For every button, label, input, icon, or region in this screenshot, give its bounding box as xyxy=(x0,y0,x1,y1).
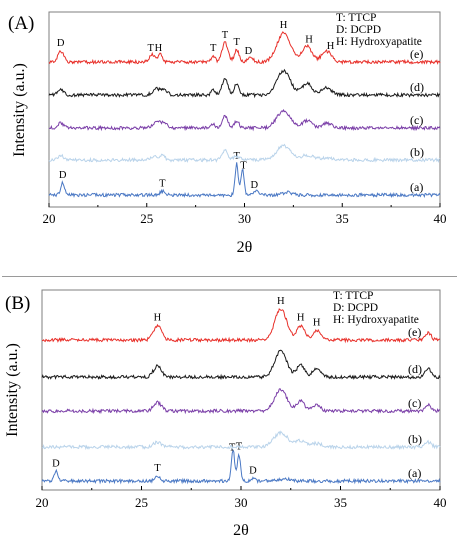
peak-label: D xyxy=(249,466,257,477)
panel-b: (B) 20 25 30 35 40 2θ Intensity (a.u.) T: TTCPD:… xyxy=(4,289,447,539)
peak-label: T xyxy=(233,37,240,48)
series-label: (c) xyxy=(410,113,423,127)
series-label: (b) xyxy=(410,145,424,159)
x-tick-label: 40 xyxy=(434,495,447,510)
peak-label: H xyxy=(155,43,163,54)
legend-entry: T: TTCP xyxy=(333,290,373,302)
x-tick-label: 20 xyxy=(43,211,56,226)
peak-label: H xyxy=(280,20,288,31)
x-tick-label: 25 xyxy=(135,495,148,510)
x-axis-title: 2θ xyxy=(237,239,253,256)
peak-label: T xyxy=(147,43,154,54)
peak-label: D xyxy=(59,170,67,181)
peak-label: D xyxy=(245,46,253,57)
panel-a: (A) 20 25 30 35 40 2θ Intensity (a.u.) T: TTCPD:… xyxy=(8,11,447,256)
legend-entry: H: Hydroxyapatite xyxy=(333,314,419,326)
panel-label: (A) xyxy=(8,13,34,34)
legend-entry: D: DCPD xyxy=(336,24,381,36)
x-tick-label: 30 xyxy=(238,211,251,226)
x-axis-title: 2θ xyxy=(233,522,249,539)
series-line-a xyxy=(41,449,441,485)
legend-entry: T: TTCP xyxy=(336,12,376,24)
series-label: (e) xyxy=(408,325,421,339)
x-tick-label: 35 xyxy=(336,211,349,226)
peak-label: H xyxy=(297,312,305,323)
y-axis-title: Intensity (a.u.) xyxy=(11,63,28,157)
peak-label: H xyxy=(277,296,285,307)
legend-entry: D: DCPD xyxy=(333,302,378,314)
x-tick-label: 20 xyxy=(36,495,49,510)
series-line-d xyxy=(41,349,441,381)
peak-label: D xyxy=(52,458,60,469)
series-label: (a) xyxy=(408,466,421,480)
peak-label: T xyxy=(222,30,229,41)
series-line-a xyxy=(48,162,441,199)
series-line-b xyxy=(41,430,441,451)
series-line-e xyxy=(41,308,441,344)
x-tick-label: 35 xyxy=(334,495,347,510)
y-axis-title: Intensity (a.u.) xyxy=(4,343,21,437)
series-line-d xyxy=(48,68,441,99)
series-line-b xyxy=(48,143,441,164)
series-label: (d) xyxy=(410,80,424,94)
peak-label: T xyxy=(210,43,217,54)
peak-label: D xyxy=(57,38,65,49)
peak-label: H xyxy=(313,317,321,328)
peak-label: T xyxy=(240,160,247,171)
peak-label: H xyxy=(154,313,162,324)
peak-label: T xyxy=(159,178,166,189)
series-label: (c) xyxy=(408,396,421,410)
peak-label: H xyxy=(305,35,313,46)
x-tick-label: 25 xyxy=(140,211,153,226)
series-line-c xyxy=(41,387,441,415)
series-line-e xyxy=(48,31,441,66)
series-label: (b) xyxy=(408,432,422,446)
x-tick-label: 30 xyxy=(235,495,248,510)
panel-label: (B) xyxy=(5,293,30,314)
legend-entry: H: Hydroxyapatite xyxy=(336,36,422,48)
x-tick-label: 40 xyxy=(434,211,447,226)
series-label: (e) xyxy=(410,47,423,61)
series-label: (d) xyxy=(408,362,422,376)
series-line-c xyxy=(48,108,441,132)
peak-label: T xyxy=(154,463,161,474)
panel-separator-line xyxy=(2,276,457,277)
peak-label: D xyxy=(250,180,258,191)
peak-label: H xyxy=(327,41,335,52)
series-label: (a) xyxy=(410,180,423,194)
